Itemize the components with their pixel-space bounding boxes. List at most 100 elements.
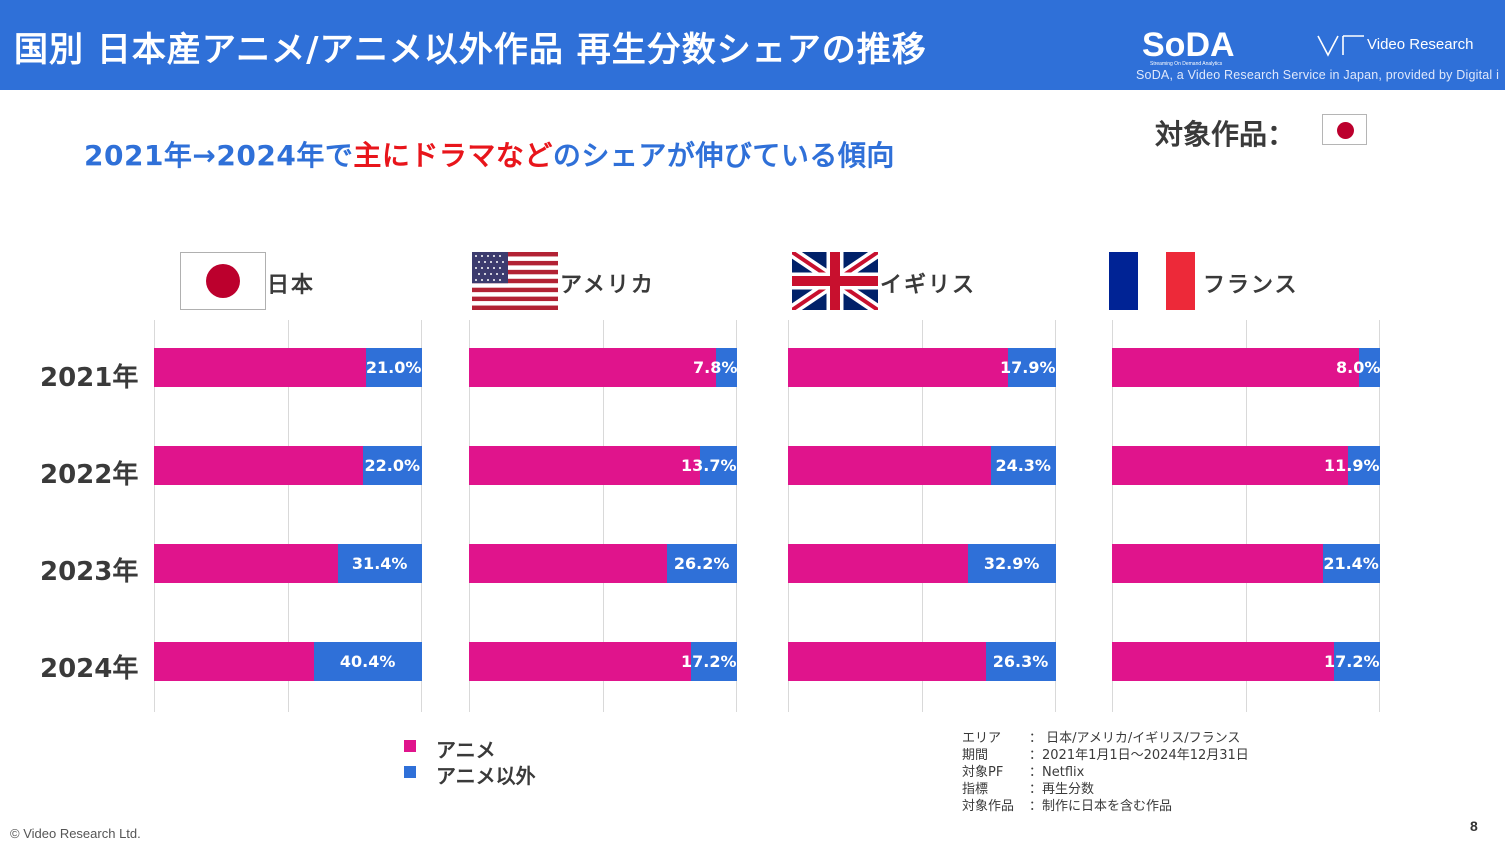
chart-panel-japan: 21.0% 22.0% 31.4% 40.4% — [154, 320, 422, 712]
bar-value-label: 11.9% — [1324, 456, 1380, 475]
bar-segment-other — [716, 348, 737, 387]
country-name-france: フランス — [1203, 273, 1299, 298]
gridline — [1055, 320, 1056, 712]
page-number: 8 — [1470, 818, 1478, 834]
note-value: ：制作に日本を含む作品 — [1029, 799, 1173, 814]
bar-segment-anime — [469, 642, 691, 681]
bar-segment-anime — [469, 446, 701, 485]
bar-value-label: 17.9% — [1000, 358, 1056, 377]
usa-flag-icon — [472, 252, 558, 310]
country-name-japan: 日本 — [267, 273, 316, 298]
note-row: 対象PF ：Netflix — [962, 764, 1249, 781]
legend-swatch-anime — [404, 740, 416, 752]
note-row: 対象作品 ：制作に日本を含む作品 — [962, 798, 1249, 815]
bar-row: 21.0% — [154, 348, 422, 387]
bar-segment-anime — [788, 642, 986, 681]
bar-segment-anime — [1112, 642, 1334, 681]
bar-segment-anime — [1112, 544, 1323, 583]
gridline — [421, 320, 422, 712]
bar-segment-anime — [788, 544, 968, 583]
note-value: ： 日本/アメリカ/イギリス/フランス — [1029, 731, 1241, 746]
gridline — [922, 320, 923, 712]
note-key: 指標 — [962, 782, 989, 797]
bar-row: 8.0% — [1112, 348, 1380, 387]
bar-value-label: 22.0% — [364, 456, 421, 475]
gridline — [288, 320, 289, 712]
bar-row: 17.2% — [1112, 642, 1380, 681]
bar-segment-other — [666, 544, 737, 583]
bar-segment-other — [1358, 348, 1380, 387]
bar-row: 40.4% — [154, 642, 422, 681]
bar-segment-other — [985, 642, 1056, 681]
bar-row: 17.2% — [469, 642, 737, 681]
bar-row: 7.8% — [469, 348, 737, 387]
target-label: 対象作品： — [1155, 118, 1296, 151]
chart-panel-usa: 7.8% 13.7% 26.2% 17.2% — [469, 320, 737, 712]
bar-value-label: 24.3% — [995, 456, 1051, 475]
bar-value-label: 21.4% — [1323, 554, 1379, 573]
gridline — [1379, 320, 1380, 712]
bar-segment-anime — [788, 348, 1009, 387]
france-flag-icon — [1109, 252, 1195, 310]
bar-row: 11.9% — [1112, 446, 1380, 485]
subtitle-highlight2: ドラマなど — [410, 139, 553, 172]
note-value: ：Netflix — [1029, 765, 1085, 780]
bar-value-label: 13.7% — [681, 456, 737, 475]
bar-row: 26.2% — [469, 544, 737, 583]
gridline — [469, 320, 470, 712]
note-row: エリア ： 日本/アメリカ/イギリス/フランス — [962, 730, 1249, 747]
chart-panel-france: 8.0% 11.9% 21.4% 17.2% — [1112, 320, 1380, 712]
bar-segment-anime — [154, 544, 338, 583]
year-label-2022: 2022年 — [40, 460, 139, 490]
bar-value-label: 32.9% — [983, 554, 1040, 573]
bar-row: 31.4% — [154, 544, 422, 583]
bar-row: 24.3% — [788, 446, 1056, 485]
japan-flag-icon — [180, 252, 266, 310]
bar-segment-anime — [1112, 348, 1359, 387]
bar-segment-other — [1322, 544, 1380, 583]
subtitle-part2: のシェアが伸びている傾向 — [552, 139, 895, 172]
legend-label-other: アニメ以外 — [436, 764, 536, 788]
gridline — [1112, 320, 1113, 712]
page-title: 国別 日本産アニメ/アニメ以外作品 再生分数シェアの推移 — [14, 30, 927, 70]
bar-value-label: 26.2% — [673, 554, 730, 573]
bar-segment-anime — [469, 544, 667, 583]
bar-segment-other — [967, 544, 1056, 583]
bar-row: 21.4% — [1112, 544, 1380, 583]
video-research-logo-icon — [1317, 35, 1364, 57]
note-row: 指標 ：再生分数 — [962, 781, 1249, 798]
gridline — [788, 320, 789, 712]
bar-row: 26.3% — [788, 642, 1056, 681]
bar-segment-other — [690, 642, 737, 681]
bar-segment-anime — [788, 446, 991, 485]
bar-value-label: 8.0% — [1336, 358, 1381, 377]
soda-logo: SoDA — [1142, 26, 1235, 64]
bar-row: 13.7% — [469, 446, 737, 485]
bar-segment-other — [990, 446, 1056, 485]
bar-segment-anime — [154, 642, 314, 681]
bar-segment-other — [1333, 642, 1380, 681]
bar-value-label: 40.4% — [339, 652, 396, 671]
bar-value-label: 7.8% — [693, 358, 738, 377]
bar-segment-anime — [154, 446, 364, 485]
bar-segment-other — [363, 446, 422, 485]
subtitle-highlight1: 主に — [353, 139, 411, 172]
bar-segment-other — [313, 642, 422, 681]
bar-segment-other — [1348, 446, 1380, 485]
year-label-2021: 2021年 — [40, 363, 139, 393]
bar-segment-other — [337, 544, 422, 583]
soda-tagline: Streaming On Demand Analytics — [1150, 61, 1223, 67]
bar-value-label: 17.2% — [1324, 652, 1380, 671]
bar-row: 32.9% — [788, 544, 1056, 583]
gridline — [603, 320, 604, 712]
notes-block: エリア ： 日本/アメリカ/イギリス/フランス 期間 ：2021年1月1日～2024… — [962, 730, 1249, 815]
bar-value-label: 17.2% — [681, 652, 737, 671]
note-key: 対象PF — [962, 765, 1004, 780]
bar-segment-anime — [154, 348, 366, 387]
gridline — [736, 320, 737, 712]
bar-value-label: 21.0% — [365, 358, 422, 377]
bar-value-label: 31.4% — [351, 554, 408, 573]
gridline — [1246, 320, 1247, 712]
bar-segment-anime — [1112, 446, 1349, 485]
chart-panel-uk: 17.9% 24.3% 32.9% 26.3% — [788, 320, 1056, 712]
